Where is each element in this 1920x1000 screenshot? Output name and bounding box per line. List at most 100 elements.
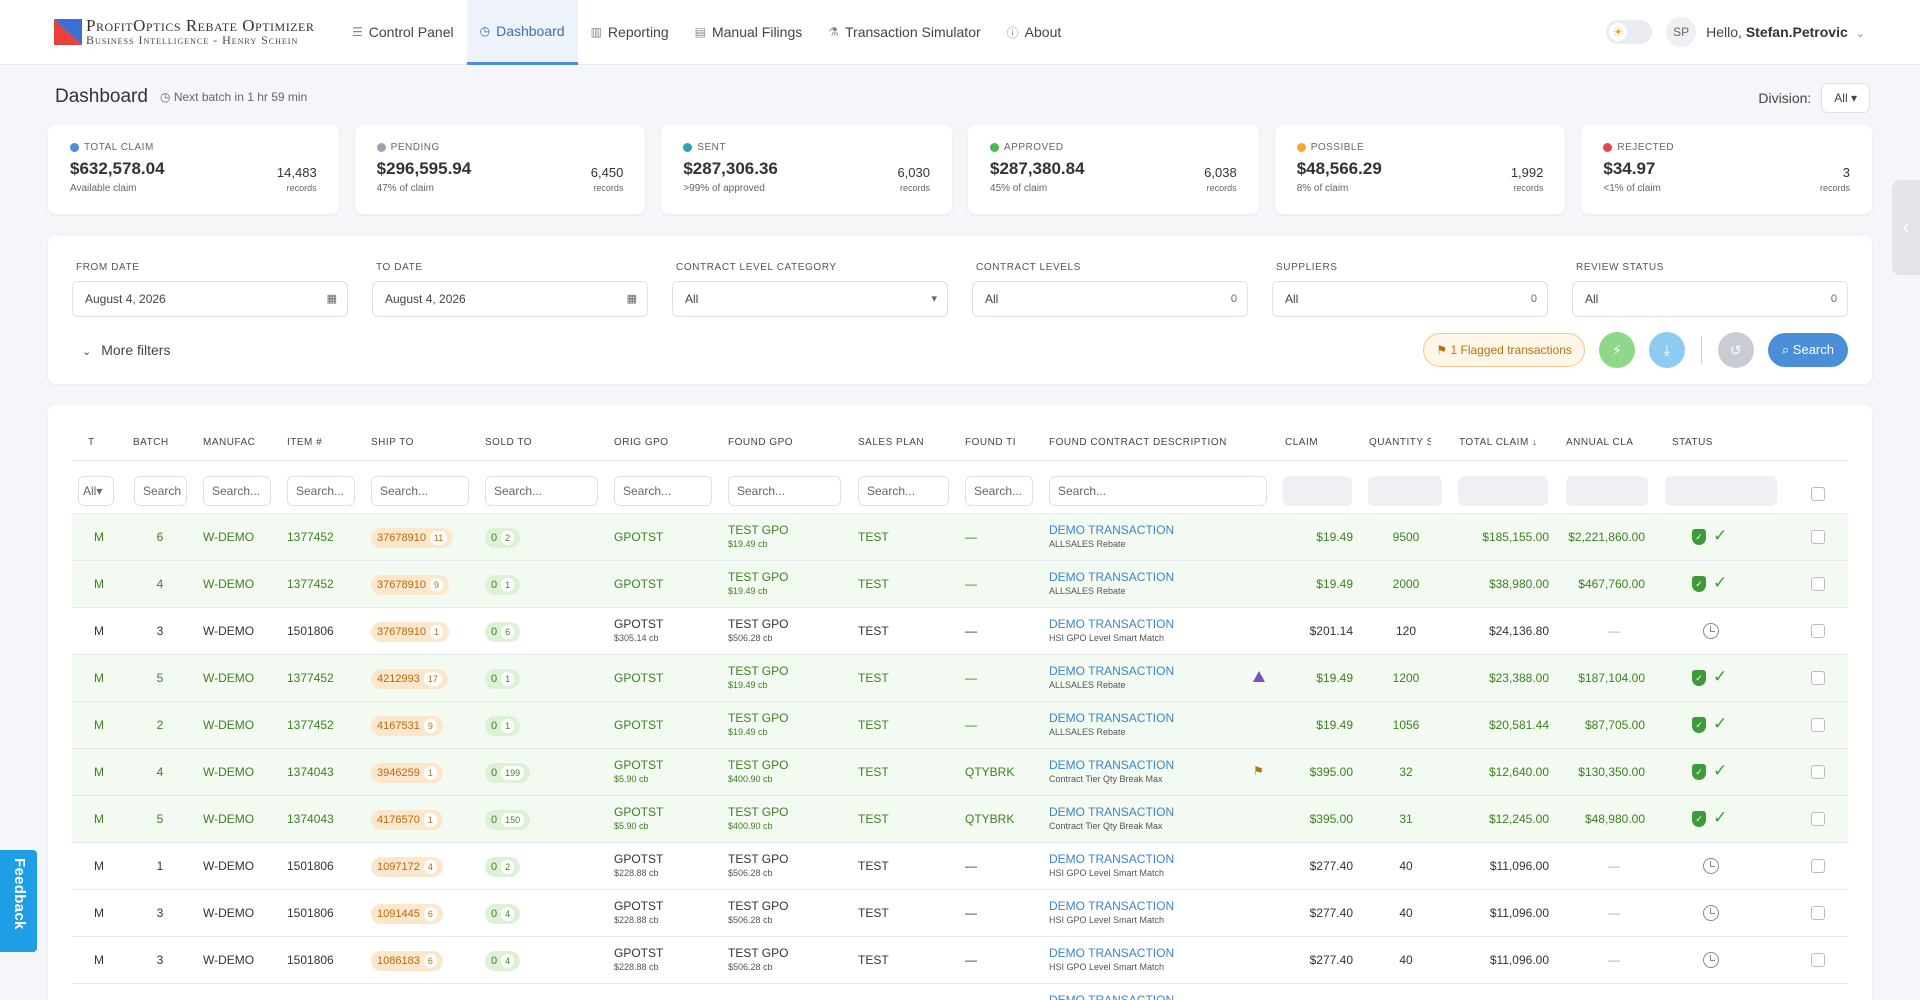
card-sent[interactable]: SENT $287,306.36 >99% of approved 6,030 r… [661,125,953,214]
row-checkbox[interactable] [1811,812,1825,826]
table-row[interactable]: M 3 W-DEMO 1501806 1091445 6 0 4 GPOTST $228.88 c… [72,889,1848,936]
row-checkbox[interactable] [1811,577,1825,591]
feedback-tab[interactable]: Feedback [0,850,37,952]
contract-description-link[interactable]: DEMO TRANSACTION ALLSALES Rebate [1049,523,1175,549]
col-ship-to[interactable]: SHIP TO [371,437,414,448]
card-rejected[interactable]: REJECTED $34.97 <1% of claim 3 records [1581,125,1873,214]
contract-description-link[interactable]: DEMO TRANSACTION ALLSALES Rebate [1049,570,1175,596]
row-checkbox[interactable] [1811,530,1825,544]
table-row[interactable]: M 2 W-DEMO 1377452 4167531 9 0 1 GPOTST TEST GPO $… [72,701,1848,748]
contract-description-link[interactable]: DEMO TRANSACTION ALLSALES Rebate [1049,711,1175,737]
nav-about[interactable]: ⓘ About [1006,24,1062,40]
app-logo[interactable]: ProfitOptics Rebate Optimizer Business I… [54,17,339,47]
sold-to-badge[interactable]: 0 199 [485,763,531,783]
ship-to-badge[interactable]: 4167531 9 [371,716,443,736]
row-checkbox[interactable] [1811,906,1825,920]
table-row[interactable]: M 6 W-DEMO 1377452 37678910 11 0 2 GPOTST TEST GP… [72,513,1848,560]
item-search-input[interactable]: Search... [287,476,355,506]
from-date-input[interactable]: August 4, 2026 ▦ [72,281,348,317]
reset-button[interactable]: ↺ [1717,332,1754,368]
ship-to-badge[interactable]: 3946259 1 [371,763,443,783]
claim-filter-input[interactable] [1283,476,1352,506]
search-button[interactable]: ⌕ Search [1767,333,1848,367]
ship-to-badge[interactable]: 4212993 17 [371,669,448,689]
col-found-gpo[interactable]: FOUND GPO [728,437,794,448]
col-item[interactable]: ITEM # [287,437,323,448]
col-sales-plan[interactable]: SALES PLAN [858,437,925,448]
row-checkbox[interactable] [1811,718,1825,732]
t-filter-select[interactable]: All▾ [78,476,114,506]
sold-to-badge[interactable]: 0 150 [485,810,531,830]
quantity-filter-input[interactable] [1368,476,1442,506]
side-panel-toggle[interactable]: ‹ [1892,180,1920,275]
batch-search-input[interactable]: Search [134,476,187,506]
nav-dashboard[interactable]: ◷ Dashboard [466,0,578,65]
nav-control-panel[interactable]: ☰ Control Panel [352,24,454,40]
review-status-select[interactable]: All 0 [1572,281,1848,317]
contract-level-category-select[interactable]: All ▾ [672,281,948,317]
ship-to-badge[interactable]: 1086183 6 [371,951,443,971]
ship-to-badge[interactable]: 37678910 11 [371,528,454,548]
col-orig-gpo[interactable]: ORIG GPO [614,437,669,448]
row-checkbox[interactable] [1811,859,1825,873]
contract-description-link[interactable]: DEMO TRANSACTION HSI GPO Level Smart Matc… [1049,852,1175,878]
to-date-input[interactable]: August 4, 2026 ▦ [372,281,648,317]
col-found-tier[interactable]: FOUND TI [965,437,1017,448]
contract-description-link[interactable]: DEMO TRANSACTION HSI GPO Level Smart Matc… [1049,946,1175,972]
flag-icon[interactable]: ⚑ [1253,764,1264,778]
contract-levels-select[interactable]: All 0 [972,281,1248,317]
manufacturer-search-input[interactable]: Search... [203,476,271,506]
suppliers-select[interactable]: All 0 [1272,281,1548,317]
nav-transaction-simulator[interactable]: ⚗ Transaction Simulator [828,24,981,40]
col-t[interactable]: T [88,437,95,448]
row-checkbox[interactable] [1811,624,1825,638]
table-row[interactable]: M 5 W-DEMO 1374043 4176570 1 0 150 GPOTST $5.90 c… [72,795,1848,842]
warning-icon[interactable] [1253,671,1265,682]
table-row[interactable]: M 1 W-DEMO 1501806 1097172 4 0 2 GPOTST $228.88 c… [72,842,1848,889]
ship-to-badge[interactable]: 4176570 1 [371,810,443,830]
ship-to-badge[interactable]: 37678910 1 [371,622,449,642]
more-filters-toggle[interactable]: ⌄ More filters [82,342,171,358]
table-row[interactable]: M 4 W-DEMO 1377452 37678910 9 0 1 GPOTST TEST GPO… [72,560,1848,607]
found-tier-search-input[interactable]: Search... [965,476,1033,506]
select-all-checkbox[interactable] [1811,487,1825,501]
ship-to-badge[interactable]: 1097172 4 [371,857,443,877]
contract-description-link[interactable]: DEMO TRANSACTION Contract Tier Qty Break … [1049,805,1175,831]
nav-manual-filings[interactable]: ▤ Manual Filings [694,24,803,40]
sold-to-search-input[interactable]: Search... [485,476,598,506]
status-filter-input[interactable] [1665,476,1777,506]
row-checkbox[interactable] [1811,765,1825,779]
col-manufacturer[interactable]: MANUFAC [203,437,255,448]
card-total-claim[interactable]: TOTAL CLAIM $632,578.04 Available claim … [48,125,339,214]
total-claim-filter-input[interactable] [1458,476,1548,506]
table-row[interactable]: M 3 W-DEMO 1501806 37678910 1 0 6 GPOTST $305.14 … [72,607,1848,654]
row-checkbox[interactable] [1811,671,1825,685]
theme-toggle[interactable]: ☀ [1606,20,1653,44]
ship-to-badge[interactable]: 37678910 9 [371,575,449,595]
contract-description-link[interactable]: DEMO TRANSACTION [1049,993,1175,1000]
contract-description-link[interactable]: DEMO TRANSACTION HSI GPO Level Smart Matc… [1049,899,1175,925]
contract-description-link[interactable]: DEMO TRANSACTION Contract Tier Qty Break … [1049,758,1175,784]
contract-description-link[interactable]: DEMO TRANSACTION HSI GPO Level Smart Matc… [1049,617,1175,643]
description-search-input[interactable]: Search... [1049,476,1267,506]
card-pending[interactable]: PENDING $296,595.94 47% of claim 6,450 re… [354,125,646,214]
col-annual-claim[interactable]: ANNUAL CLA [1566,437,1634,448]
ship-to-search-input[interactable]: Search... [371,476,469,506]
col-batch[interactable]: BATCH [133,437,169,448]
table-row[interactable]: M 5 W-DEMO 1377452 4212993 17 0 1 GPOTST TEST GPO… [72,654,1848,701]
card-possible[interactable]: POSSIBLE $48,566.29 8% of claim 1,992 rec… [1274,125,1566,214]
orig-gpo-search-input[interactable]: Search... [614,476,712,506]
col-total-claim[interactable]: TOTAL CLAIM ↓ [1459,437,1538,448]
avatar[interactable]: SP [1666,17,1697,47]
auto-approve-button[interactable]: ⚡ [1598,332,1635,368]
contract-description-link[interactable]: DEMO TRANSACTION ALLSALES Rebate [1049,664,1175,690]
table-row[interactable]: M 4 W-DEMO 1374043 3946259 1 0 199 GPOTST $5.90 c… [72,748,1848,795]
